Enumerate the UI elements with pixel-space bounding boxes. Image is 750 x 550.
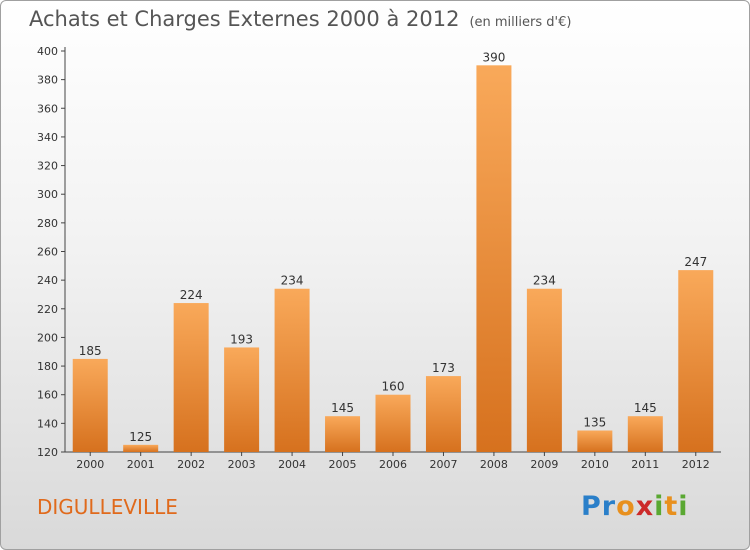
y-tick-label: 180 bbox=[37, 360, 58, 373]
y-tick-label: 240 bbox=[37, 274, 58, 287]
bar-2007 bbox=[425, 376, 461, 452]
y-tick-label: 260 bbox=[37, 246, 58, 259]
x-tick-label-2002: 2002 bbox=[177, 458, 205, 471]
y-tick-label: 360 bbox=[37, 102, 58, 115]
value-label-2010: 135 bbox=[583, 416, 606, 430]
y-tick-label: 160 bbox=[37, 389, 58, 402]
bar-2008 bbox=[476, 65, 512, 453]
bar-2004 bbox=[274, 288, 310, 452]
logo-letter: o bbox=[616, 491, 636, 522]
y-tick-label: 400 bbox=[37, 45, 58, 58]
title-text: Achats et Charges Externes 2000 à 2012 bbox=[29, 7, 460, 31]
logo-letter: P bbox=[581, 491, 602, 522]
y-tick-label: 300 bbox=[37, 188, 58, 201]
x-tick-label-2000: 2000 bbox=[76, 458, 104, 471]
bar-2012 bbox=[678, 270, 714, 452]
y-tick-label: 380 bbox=[37, 74, 58, 87]
logo-letter: i bbox=[678, 491, 689, 522]
value-label-2005: 145 bbox=[331, 401, 354, 415]
y-tick-label: 320 bbox=[37, 160, 58, 173]
value-label-2007: 173 bbox=[432, 361, 455, 375]
x-tick-label-2003: 2003 bbox=[228, 458, 256, 471]
y-tick-label: 220 bbox=[37, 303, 58, 316]
value-label-2008: 390 bbox=[482, 50, 505, 64]
logo-letter: t bbox=[664, 491, 679, 522]
bar-2001 bbox=[123, 444, 159, 452]
bar-2002 bbox=[173, 303, 209, 452]
x-tick-label-2012: 2012 bbox=[682, 458, 710, 471]
logo-letter: i bbox=[654, 491, 665, 522]
bar-2011 bbox=[627, 416, 663, 452]
x-tick-label-2007: 2007 bbox=[429, 458, 457, 471]
y-tick-label: 340 bbox=[37, 131, 58, 144]
value-label-2012: 247 bbox=[684, 255, 707, 269]
x-tick-label-2008: 2008 bbox=[480, 458, 508, 471]
bar-2010 bbox=[577, 430, 613, 452]
proxiti-logo[interactable]: Proxiti bbox=[581, 491, 689, 522]
x-tick-label-2009: 2009 bbox=[530, 458, 558, 471]
y-tick-label: 140 bbox=[37, 417, 58, 430]
y-tick-label: 280 bbox=[37, 217, 58, 230]
logo-letter: r bbox=[601, 491, 617, 522]
value-label-2001: 125 bbox=[129, 430, 152, 444]
x-tick-label-2001: 2001 bbox=[127, 458, 155, 471]
value-label-2000: 185 bbox=[79, 344, 102, 358]
value-label-2011: 145 bbox=[634, 401, 657, 415]
bar-2005 bbox=[325, 416, 361, 452]
logo-letter: x bbox=[635, 491, 655, 522]
x-tick-label-2010: 2010 bbox=[581, 458, 609, 471]
y-tick-label: 200 bbox=[37, 331, 58, 344]
value-label-2002: 224 bbox=[180, 288, 203, 302]
x-tick-label-2011: 2011 bbox=[631, 458, 659, 471]
bar-2000 bbox=[72, 358, 108, 452]
value-label-2003: 193 bbox=[230, 332, 253, 346]
chart-bars: 185 125 224 193 234 145 160 173 390 234 135 145 247 bbox=[72, 50, 714, 453]
title-unit: (en milliers d'€) bbox=[469, 15, 572, 30]
chart-axes: 120 140 160 180 200 220 240 260 280 300 320 340 360 3… bbox=[37, 45, 721, 471]
x-tick-label-2004: 2004 bbox=[278, 458, 306, 471]
bar-2006 bbox=[375, 394, 411, 452]
value-label-2004: 234 bbox=[281, 274, 304, 288]
chart-title: Achats et Charges Externes 2000 à 2012 (e… bbox=[29, 7, 571, 31]
value-label-2006: 160 bbox=[382, 380, 405, 394]
commune-name: DIGULLEVILLE bbox=[37, 495, 178, 519]
y-tick-label: 120 bbox=[37, 446, 58, 459]
bar-2009 bbox=[526, 288, 562, 452]
x-tick-label-2005: 2005 bbox=[329, 458, 357, 471]
value-label-2009: 234 bbox=[533, 274, 556, 288]
bar-2003 bbox=[224, 347, 260, 452]
x-tick-label-2006: 2006 bbox=[379, 458, 407, 471]
